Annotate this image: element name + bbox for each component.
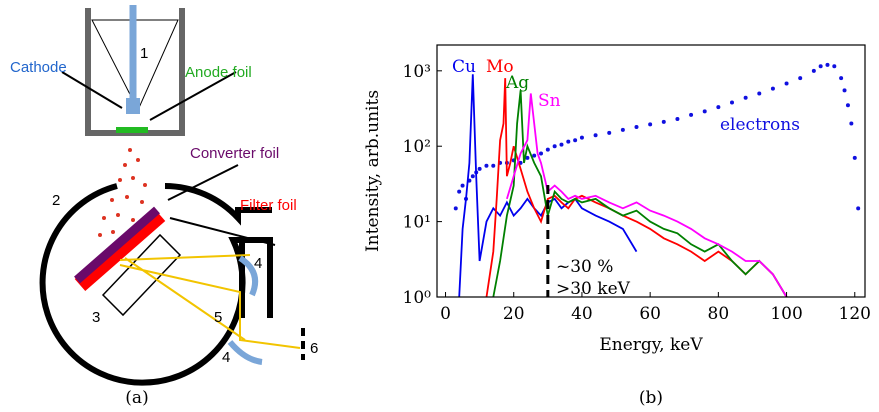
chamber-top	[164, 183, 272, 226]
series-label: Mo	[486, 57, 514, 77]
label: 2	[52, 192, 60, 209]
series-label: Cu	[452, 57, 476, 77]
y-tick-label: 10¹	[403, 213, 431, 233]
data-point	[470, 174, 475, 179]
label: 5	[214, 309, 222, 326]
label: Converter foil	[190, 145, 279, 162]
data-point	[852, 155, 857, 160]
y-axis-label: Intensity, arb.units	[363, 90, 383, 252]
series-label: Sn	[538, 91, 561, 111]
data-point	[770, 86, 775, 91]
series-line	[506, 93, 788, 298]
data-point	[545, 147, 550, 152]
data-point	[607, 130, 612, 135]
x-axis-label: Energy, keV	[599, 335, 703, 355]
converter-foil	[74, 206, 160, 284]
crystal	[101, 233, 182, 317]
series-label: Ag	[505, 73, 529, 93]
data-point	[460, 183, 465, 188]
data-point	[457, 189, 462, 194]
caption: (b)	[639, 388, 663, 408]
data-point	[661, 119, 666, 124]
series-label: electrons	[720, 115, 800, 135]
y-tick-label: 10³	[403, 62, 431, 82]
data-point	[579, 135, 584, 140]
label: Anode foil	[185, 64, 252, 81]
anode-foil	[116, 127, 148, 133]
data-point	[453, 206, 458, 211]
x-tick-label: 60	[639, 304, 661, 324]
x-tick-label: 120	[839, 304, 871, 324]
x-tick-label: 100	[770, 304, 802, 324]
label: 4	[222, 349, 230, 366]
data-point	[818, 64, 823, 69]
data-point	[648, 122, 653, 127]
data-point	[573, 138, 578, 143]
data-point	[716, 105, 721, 110]
data-point	[566, 139, 571, 144]
data-point	[539, 151, 544, 156]
cathode-tip	[126, 98, 140, 114]
data-point	[811, 68, 816, 73]
data-point	[552, 144, 557, 149]
data-point	[849, 121, 854, 126]
label: 1	[140, 45, 148, 62]
x-tick-label: 0	[440, 304, 451, 324]
data-point	[532, 153, 537, 158]
mirror	[238, 255, 258, 297]
data-point	[634, 124, 639, 129]
data-point	[729, 100, 734, 105]
series-line	[458, 74, 638, 298]
diagram: Cathode Anode foil Converter foil Filter…	[10, 5, 318, 408]
data-point	[484, 163, 489, 168]
data-point	[525, 155, 530, 160]
electron-spray	[98, 148, 147, 240]
mirror	[227, 340, 263, 365]
data-point	[559, 142, 564, 147]
y-tick-label: 10²	[403, 137, 431, 157]
data-point	[784, 81, 789, 86]
data-point	[477, 166, 482, 171]
x-tick-label: 80	[708, 304, 730, 324]
x-tick-label: 40	[571, 304, 593, 324]
data-point	[620, 127, 625, 132]
label: Cathode	[10, 59, 67, 76]
x-tick-label: 20	[503, 304, 525, 324]
data-point	[839, 76, 844, 81]
data-point	[757, 91, 762, 96]
filter-foil	[74, 208, 166, 292]
data-point	[856, 206, 861, 211]
y-tick-label: 10⁰	[403, 288, 432, 308]
caption: (a)	[125, 388, 148, 408]
annotation: ~30 %	[556, 257, 613, 277]
data-point	[825, 62, 830, 67]
data-point	[593, 133, 598, 138]
data-point	[702, 109, 707, 114]
data-point	[842, 88, 847, 93]
data-point	[743, 95, 748, 100]
data-point	[675, 116, 680, 121]
annotation: >30 keV	[556, 279, 631, 299]
plot-frame	[436, 44, 866, 298]
data-point	[832, 64, 837, 69]
label: 4	[254, 255, 262, 272]
data-point	[798, 76, 803, 81]
label: 6	[310, 340, 318, 357]
series-line	[485, 78, 788, 298]
x-ray-paths	[119, 254, 301, 349]
data-point	[689, 112, 694, 117]
label: Filter foil	[240, 197, 297, 214]
pointer	[61, 71, 276, 246]
label: 3	[92, 309, 100, 326]
data-point	[845, 103, 850, 108]
data-point	[491, 163, 496, 168]
